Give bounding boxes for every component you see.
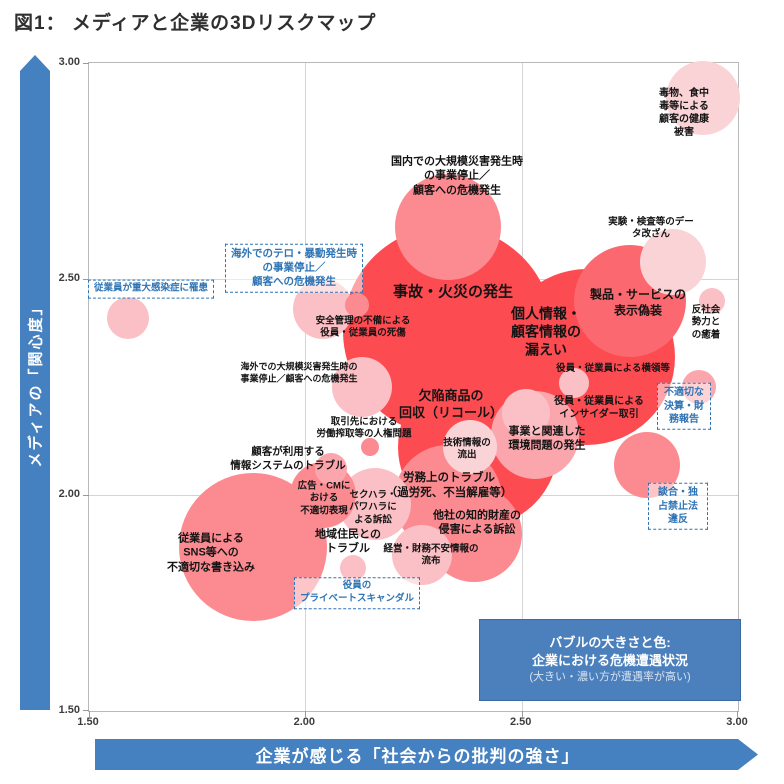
risk-bubble-label: 役員・従業員による インサイダー取引: [554, 396, 644, 420]
risk-bubble-label: 顧客が利用する 情報システムのトラブル: [230, 445, 346, 471]
risk-bubble: [558, 367, 589, 398]
y-tick-mark: [83, 710, 89, 711]
risk-bubble: [501, 388, 550, 437]
y-axis-banner: メディアの「関心度」: [20, 55, 50, 710]
risk-bubble: [361, 438, 380, 457]
risk-bubble: [315, 453, 348, 486]
x-tick-mark: [521, 711, 523, 717]
legend-line-1: バブルの大きさと色:: [549, 635, 671, 651]
dashed-annotation-box: 不適切な決算・財務報告: [657, 382, 711, 430]
risk-bubble-label: 地域住民との トラブル: [315, 528, 381, 555]
risk-bubble-label: 安全管理の不備による 役員・従業員の死傷: [315, 315, 411, 339]
bubble-size-legend: バブルの大きさと色: 企業における危機遭遇状況 (大きい・濃い方が遭遇率が高い): [479, 619, 741, 701]
risk-bubble: [442, 420, 497, 475]
risk-bubble-label: 従業員による SNS等への 不適切な書き込み: [167, 532, 255, 574]
x-tick-mark: [89, 711, 90, 717]
gridline-x-2.00: [305, 63, 306, 711]
risk-bubble-label: 国内での大規模災害発生時 の事業停止／ 顧客への危機発生: [391, 155, 523, 197]
y-tick-mark: [83, 495, 89, 496]
risk-bubble: [666, 60, 741, 135]
legend-line-3: (大きい・濃い方が遭遇率が高い): [529, 671, 691, 684]
risk-bubble-label: 実験・検査等のデータ改ざん: [608, 216, 694, 240]
risk-bubble-label: 個人情報・ 顧客情報の 漏えい: [511, 305, 581, 359]
risk-bubble-label: 広告・CMに おける 不適切表現: [297, 480, 351, 517]
y-axis-label: メディアの「関心度」: [27, 298, 45, 467]
risk-bubble-label: 取引先における 労働搾取等の人権問題: [316, 416, 412, 440]
risk-bubble-label: セクハラ・ パワハラに よる訴訟: [349, 489, 397, 526]
risk-bubble-label: 技術情報の 流出: [443, 437, 491, 461]
risk-bubble-label: 欠陥商品の 回収（リコール）: [398, 388, 504, 420]
x-tick-label: 3.00: [726, 716, 748, 728]
x-axis-label: 企業が感じる「社会からの批判の強さ」: [255, 747, 580, 766]
risk-bubble-label: 他社の知的財産の 侵害による訴訟: [433, 509, 521, 536]
risk-bubble-label: 役員・従業員による横領等: [556, 362, 670, 374]
risk-bubble: [699, 287, 726, 314]
y-tick-label: 3.00: [58, 56, 80, 68]
dashed-annotation-box: 役員の プライベートスキャンダル: [293, 577, 421, 609]
risk-bubble: [345, 292, 370, 317]
plot-area: 事故・火災の発生個人情報・ 顧客情報の 漏えい 欠陥商品の 回収（リコール） 製品・…: [83, 60, 741, 717]
legend-line-2: 企業における危機遭遇状況: [531, 653, 688, 669]
risk-bubble-label: 労務上のトラブル （過労死、不当解雇等）: [385, 472, 513, 499]
risk-bubble-label: 反社会勢力との癒着: [691, 304, 721, 341]
x-tick-label: 1.50: [77, 716, 99, 728]
y-tick-label: 2.50: [58, 272, 80, 284]
y-tick-mark: [83, 279, 89, 280]
x-tick-mark: [305, 711, 307, 717]
dashed-annotation-box: 談合・独占禁止法違反: [648, 482, 708, 530]
risk-bubble-label: 事業と関連した 環境問題の発生: [508, 425, 586, 452]
dashed-annotation-box: 従業員が重大感染症に罹患: [87, 279, 215, 299]
risk-bubble-label: 毒物、食中毒等による 顧客の健康被害: [659, 88, 709, 138]
risk-bubble-label: 事故・火災の発生: [392, 283, 514, 301]
risk-bubble: [392, 525, 453, 586]
dashed-annotation-box: 海外でのテロ・暴動発生時 の事業停止／ 顧客への危機発生: [225, 243, 363, 293]
risk-bubble: [395, 174, 502, 281]
risk-bubble-label: 経営・財務不安情報の 流布: [383, 543, 479, 567]
x-tick-label: 2.50: [509, 716, 532, 728]
risk-bubble: [106, 296, 149, 339]
page-title: 図1： メディアと企業の3Dリスクマップ: [14, 13, 377, 34]
y-tick-label: 1.50: [58, 704, 80, 716]
y-tick-mark: [83, 63, 89, 64]
risk-bubble-label: 海外での大規模災害発生時の 事業停止／顧客への危機発生: [240, 361, 358, 383]
risk-bubble: [640, 228, 707, 295]
risk-bubble-label: 製品・サービスの 表示偽装: [589, 287, 687, 317]
y-tick-label: 2.00: [58, 488, 80, 500]
risk-bubble: [339, 555, 366, 582]
risk-bubble: [331, 357, 392, 417]
x-tick-mark: [737, 711, 738, 717]
x-axis-banner: 企業が感じる「社会からの批判の強さ」: [95, 739, 758, 770]
x-tick-label: 2.00: [293, 716, 316, 728]
